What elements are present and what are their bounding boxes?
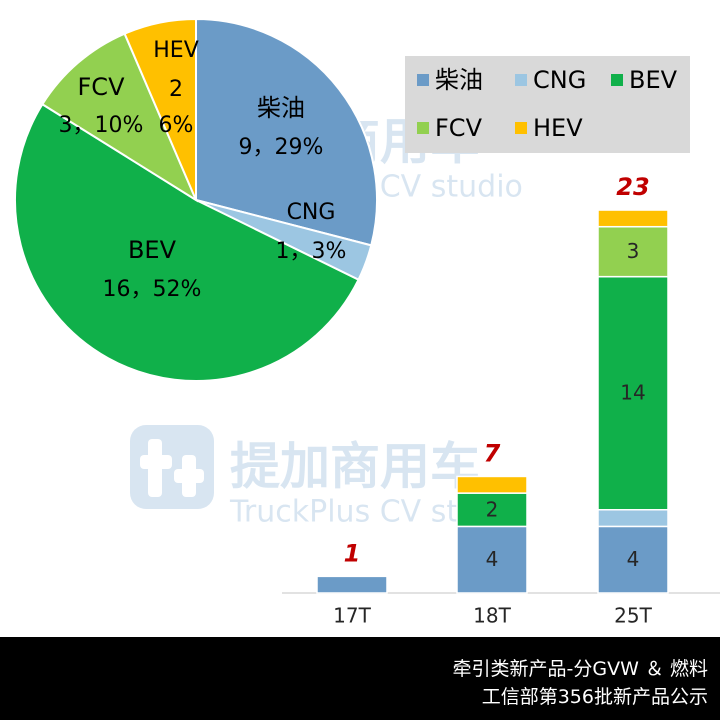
pie-label-name: HEV: [153, 38, 199, 63]
pie-slice-柴油: [195, 17, 378, 247]
legend-label: FCV: [435, 114, 483, 142]
pie-label-name: 柴油: [257, 94, 305, 122]
bar-total-label: 23: [616, 173, 649, 201]
footer-bar: 牵引类新产品-分GVW ＆ 燃料 工信部第356批新产品公示: [0, 637, 720, 720]
pie-chart: [14, 17, 378, 382]
legend-swatch: [515, 74, 527, 86]
pie-label-value: 16，52%: [103, 277, 202, 302]
legend-box: [405, 56, 690, 153]
bar-data-label: 2: [486, 497, 499, 521]
watermark-logo-stroke: [140, 455, 172, 469]
bar-segment-BEV: [456, 492, 528, 528]
legend-swatch: [417, 74, 429, 86]
legend-label: BEV: [629, 66, 678, 94]
bar-segment-柴油: [316, 575, 388, 594]
x-tick-label: 18T: [473, 604, 511, 628]
bar-segment-BEV: [597, 275, 669, 511]
footer-caption-line2: 工信部第356批新产品公示: [481, 686, 708, 708]
legend-swatch: [417, 122, 429, 134]
pie-label-value: 6%: [159, 113, 194, 138]
watermark-logo-bg: [130, 425, 214, 509]
pie-label-value: 1，3%: [276, 239, 347, 264]
bar-segment-CNG: [597, 509, 669, 528]
bar-segment-HEV: [456, 475, 528, 494]
pie-label-value: 9，29%: [239, 135, 324, 160]
watermark-logo-icon: [130, 425, 214, 509]
legend-label: CNG: [533, 66, 586, 94]
bar-segment-HEV: [597, 209, 669, 228]
x-tick-label: 17T: [333, 604, 371, 628]
legend-label: HEV: [533, 114, 583, 142]
bar-total-label: 7: [484, 439, 501, 467]
watermark-logo-stroke: [174, 469, 204, 483]
x-tick-label: 25T: [614, 604, 652, 628]
pie-slice-BEV: [14, 102, 360, 382]
bar-data-label: 3: [627, 239, 640, 263]
watermark-brand-cn: 提加商用车: [230, 438, 480, 496]
footer-caption-line1: 牵引类新产品-分GVW ＆ 燃料: [452, 658, 708, 680]
bar-segment-柴油: [456, 525, 528, 594]
legend: 柴油 CNG BEV FCV HEV: [405, 56, 690, 153]
bar-data-label: 4: [486, 547, 499, 571]
pie-slice-FCV: [41, 32, 199, 203]
legend-label: 柴油: [435, 66, 483, 94]
pie-label-value: 3，10%: [59, 113, 144, 138]
pie-label-name: BEV: [128, 236, 177, 264]
pie-label-name: CNG: [287, 200, 336, 225]
watermark-logo-stroke: [148, 439, 162, 497]
legend-swatch: [515, 122, 527, 134]
bar-data-label: 14: [620, 381, 645, 405]
bar-data-label: 4: [627, 547, 640, 571]
legend-swatch: [611, 74, 623, 86]
bar-total-label: 1: [344, 539, 361, 567]
pie-label-value: 2: [169, 77, 183, 102]
pie-label-name: FCV: [78, 73, 126, 101]
watermark-logo-stroke: [182, 455, 196, 497]
pie-slice-HEV: [123, 17, 197, 201]
